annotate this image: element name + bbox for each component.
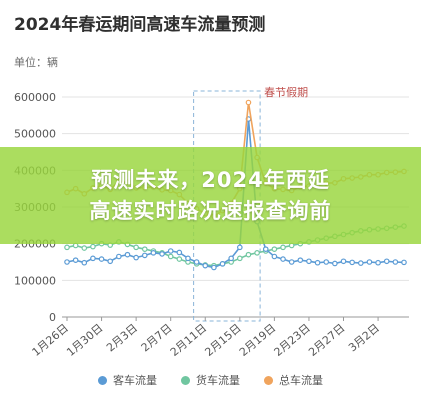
data-point <box>349 259 355 266</box>
x-tick-label: 2月3日 <box>104 321 140 354</box>
data-point <box>375 259 381 266</box>
banner-line-1: 预测未来，2024年西延 <box>91 167 330 192</box>
data-point <box>150 250 157 256</box>
legend-swatch-passenger <box>98 375 107 385</box>
data-point <box>98 256 105 262</box>
data-point <box>271 246 278 252</box>
data-point <box>159 251 165 257</box>
data-point <box>64 259 70 265</box>
data-point <box>167 253 174 260</box>
legend-item-truck[interactable]: 货车流量 <box>181 372 240 388</box>
data-point <box>141 246 148 252</box>
data-point <box>81 245 88 251</box>
overlay-banner: 预测未来，2024年西延 高速实时路况速报查询前 <box>0 147 421 244</box>
data-point <box>392 259 399 265</box>
legend-label-total: 总车流量 <box>279 374 323 387</box>
y-tick-label: 100000 <box>14 274 56 287</box>
legend-item-passenger[interactable]: 客车流量 <box>98 372 157 388</box>
data-point <box>72 257 79 263</box>
x-tick-label: 2月11日 <box>168 321 209 359</box>
data-point <box>116 253 122 260</box>
data-point <box>314 259 321 266</box>
legend-label-passenger: 客车流量 <box>113 374 157 387</box>
data-point <box>90 243 96 250</box>
x-tick-label: 2月19日 <box>237 321 278 359</box>
data-point <box>185 255 191 262</box>
data-point <box>401 259 407 266</box>
data-point <box>237 244 243 251</box>
data-point <box>107 258 114 265</box>
data-point <box>288 259 295 265</box>
y-tick-label: 500000 <box>14 128 56 141</box>
data-point <box>271 253 278 260</box>
data-point <box>219 261 226 267</box>
data-point <box>280 244 286 251</box>
data-point <box>323 259 330 265</box>
series-line <box>66 118 405 269</box>
data-point <box>211 264 217 271</box>
x-tick-label: 1月30日 <box>64 321 105 359</box>
data-point <box>124 251 131 258</box>
holiday-label: 春节假期 <box>264 85 308 99</box>
data-point <box>64 244 70 251</box>
data-point <box>306 258 312 265</box>
data-point <box>245 251 252 258</box>
data-point <box>228 255 234 262</box>
x-tick-label: 2月23日 <box>272 321 313 359</box>
legend-swatch-total <box>264 375 273 385</box>
data-point <box>202 262 209 269</box>
data-point <box>245 99 252 106</box>
x-tick-label: 3月2日 <box>346 321 382 354</box>
data-point <box>357 260 364 266</box>
data-point <box>193 259 200 265</box>
data-point <box>340 258 347 265</box>
data-point <box>280 256 286 262</box>
legend-label-truck: 货车流量 <box>196 374 240 387</box>
data-point <box>383 258 390 265</box>
data-point <box>176 256 183 262</box>
data-point <box>167 248 174 254</box>
x-tick-label: 2月27日 <box>306 321 347 359</box>
chart-legend: 客车流量 货车流量 总车流量 <box>0 372 421 388</box>
data-point <box>297 257 304 263</box>
data-point <box>141 252 148 259</box>
x-tick-label: 2月15日 <box>202 321 243 359</box>
data-point <box>237 255 243 262</box>
data-point <box>254 250 260 256</box>
y-tick-label: 600000 <box>14 91 56 104</box>
unit-label: 单位：辆 <box>14 56 58 69</box>
data-point <box>332 260 338 267</box>
banner-line-2: 高速实时路况速报查询前 <box>89 198 332 223</box>
data-point <box>133 254 139 261</box>
data-point <box>262 246 269 252</box>
chart-title: 2024年春运期间高速车流量预测 <box>14 15 266 35</box>
data-point <box>81 259 88 266</box>
data-point <box>176 249 183 256</box>
data-point <box>90 255 96 262</box>
y-tick-label: 0 <box>49 311 56 324</box>
data-point <box>366 259 373 265</box>
data-point <box>133 244 139 251</box>
x-tick-label: 1月26日 <box>30 321 71 359</box>
legend-item-total[interactable]: 总车流量 <box>264 372 323 388</box>
legend-swatch-truck <box>181 375 190 385</box>
